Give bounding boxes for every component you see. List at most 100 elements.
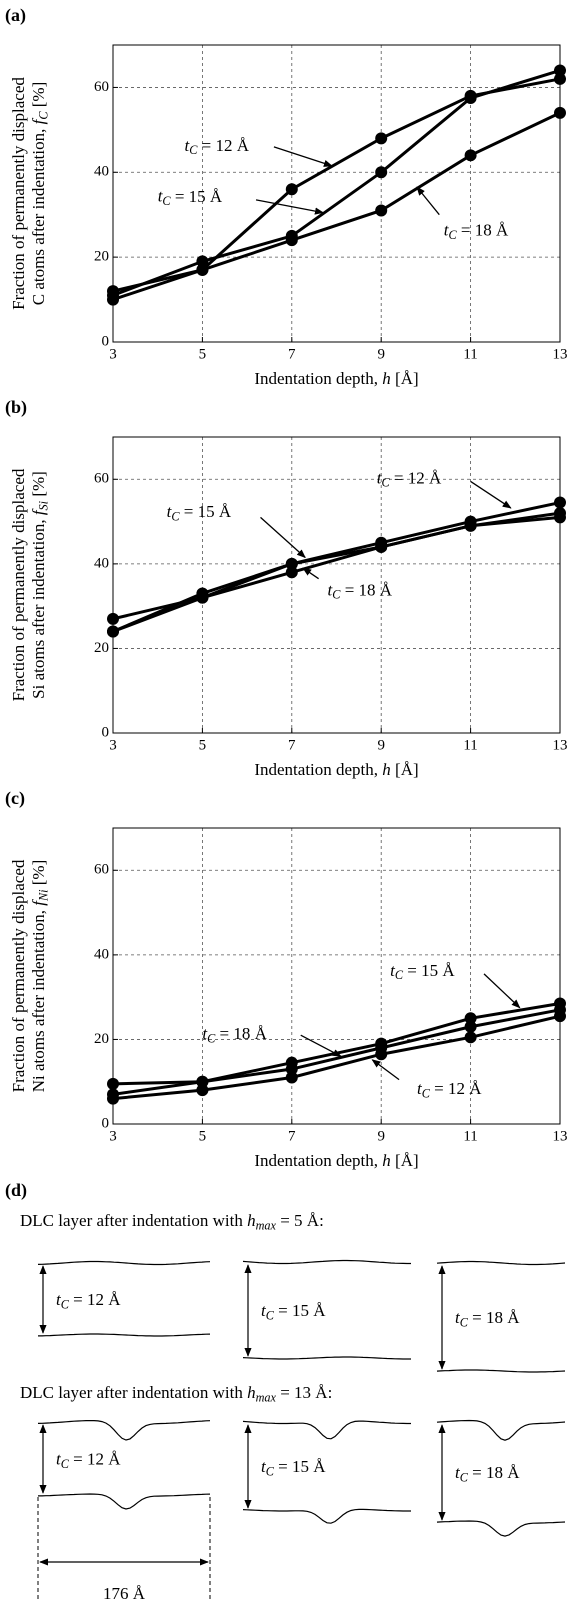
point [554,72,566,85]
x-tick-label: 9 [377,1128,385,1144]
point [554,511,566,524]
series-annotation: tC = 18 Å [328,580,393,601]
layer-top [37,1260,211,1266]
layer-top [436,1260,566,1266]
point [196,1075,209,1088]
thickness-label: tC = 15 Å [261,1301,326,1322]
thickness-label-part: C [61,1457,70,1471]
annotation-arrow [260,516,306,559]
row-caption-part: h [247,1211,256,1230]
x-tick-label: 13 [553,737,568,753]
y-axis-label: Fraction of permanently displaced [9,859,28,1092]
thickness-label-part: C [61,1297,70,1311]
series-annotation-part: = 15 Å [171,187,223,206]
series-annotation-part: C [381,475,390,489]
annotation-arrow [483,973,521,1009]
series-annotation-part: = 15 Å [180,502,232,521]
annotation-arrow [371,1059,400,1081]
x-tick-label: 11 [463,346,477,362]
row-caption-part: max [256,1218,277,1232]
series-line [112,515,561,633]
annotation-arrow [302,567,319,580]
point [107,612,119,625]
point [464,1031,477,1044]
y-axis-label: Si atoms after indentation, fSi [%] [29,471,50,699]
y-tick-label: 40 [94,164,109,180]
y-axis-label-part: f [29,508,48,515]
y-axis-label: Fraction of permanently displaced [9,468,28,701]
series-annotation-part: = 18 Å [457,221,509,240]
x-tick-label: 5 [199,346,207,362]
layer-bottom [436,1369,566,1373]
annotation-arrow [255,199,324,215]
layer-bottom [242,1356,411,1360]
scale-label: 176 Å [103,1584,146,1603]
annotation-arrow [300,1034,342,1057]
series-annotation-part: t [377,468,383,487]
point [107,625,119,638]
y-axis-label-part: Ni atoms after indentation, [29,906,48,1092]
thickness-label-part: C [266,1464,275,1478]
panel-label: (c) [5,788,25,809]
point [285,566,298,579]
y-axis-label-part: Fraction of permanently displaced [9,77,28,310]
thickness-label-part: = 18 Å [468,1463,520,1482]
y-axis-label: C atoms after indentation, fC [%] [29,82,50,305]
x-tick-label: 5 [199,1128,207,1144]
y-tick-label: 0 [102,1115,110,1131]
y-axis-label-part: Si [36,500,50,510]
series-annotation: tC = 12 Å [185,136,250,157]
thickness-label-part: C [460,1470,469,1484]
y-axis-label: Fraction of permanently displaced [9,77,28,310]
series-annotation-part: t [202,1024,208,1043]
series-annotation-part: t [390,961,396,980]
x-tick-label: 7 [288,346,296,362]
x-tick-label: 3 [109,737,117,753]
x-tick-label: 5 [199,737,207,753]
x-axis-label: Indentation depth, h [Å] [254,369,418,388]
thickness-label-part: = 15 Å [274,1301,326,1320]
point [375,166,388,179]
y-tick-label: 0 [102,724,110,740]
series-annotation-part: C [171,509,180,523]
x-axis-label-part: Indentation depth, [254,369,382,388]
thickness-label-part: t [455,1463,461,1482]
layer-bottom [38,1493,211,1510]
y-axis-label-part: [%] [29,82,48,112]
x-axis-label: Indentation depth, h [Å] [254,1151,418,1170]
series-annotation-part: t [444,221,450,240]
y-tick-label: 40 [94,555,109,571]
series-annotation: tC = 12 Å [377,468,442,489]
thickness-label-part: = 18 Å [468,1308,520,1327]
x-axis-label-part: h [382,1151,391,1170]
x-tick-label: 11 [463,737,477,753]
y-axis-label-part: Fraction of permanently displaced [9,859,28,1092]
y-tick-label: 20 [94,1031,109,1047]
series-line [112,1008,561,1096]
x-axis-label-part: Indentation depth, [254,760,382,779]
x-tick-label: 7 [288,1128,296,1144]
series-annotation-part: = 12 Å [430,1079,482,1098]
point [464,149,477,162]
x-tick-label: 11 [463,1128,477,1144]
row-caption-part: = 13 Å: [276,1383,332,1402]
layer-top [242,1420,411,1440]
x-tick-label: 3 [109,346,117,362]
series-annotation-part: C [189,143,198,157]
series-annotation-part: C [332,587,341,601]
series-annotation: tC = 15 Å [158,187,223,208]
thickness-label: tC = 18 Å [455,1308,520,1329]
row-caption: DLC layer after indentation with hmax = … [20,1211,324,1232]
thickness-label: tC = 15 Å [261,1457,326,1478]
y-axis-label-part: Ni [36,889,50,902]
point [375,1041,388,1054]
series-line [112,111,561,293]
thickness-label-part: t [261,1457,267,1476]
series-annotation-part: = 12 Å [390,468,442,487]
thickness-label-part: C [266,1308,275,1322]
layer-bottom [38,1333,211,1337]
x-axis-label: Indentation depth, h [Å] [254,760,418,779]
x-tick-label: 7 [288,737,296,753]
point [107,285,119,298]
